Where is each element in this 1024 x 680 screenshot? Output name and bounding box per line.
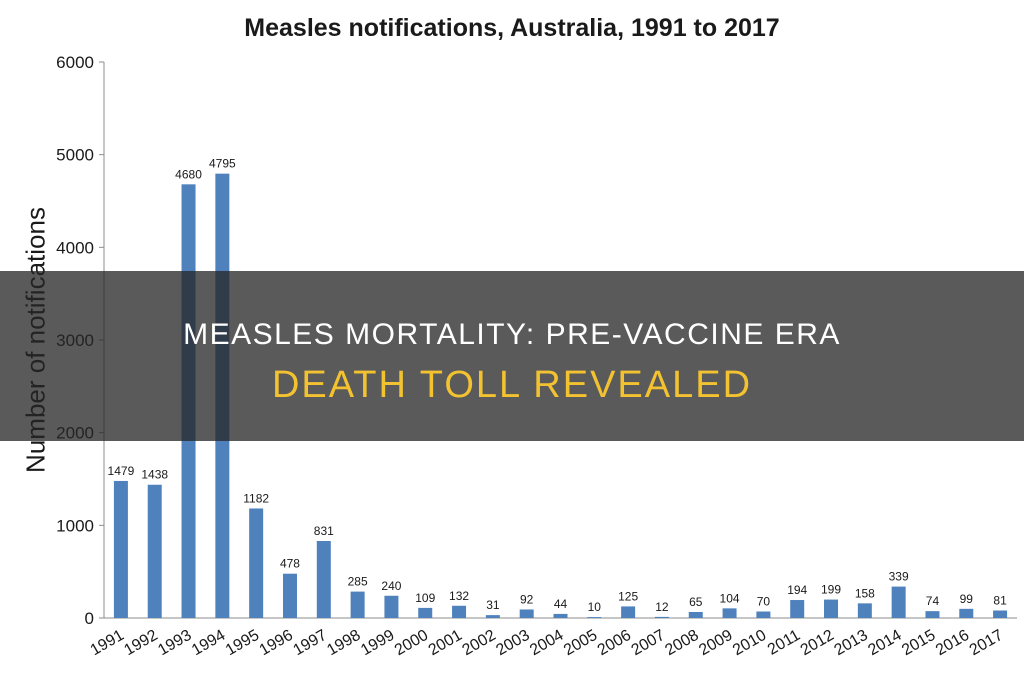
- x-tick-label: 1999: [358, 627, 397, 660]
- data-label: 1182: [243, 491, 269, 505]
- x-tick-label: 1998: [324, 627, 363, 660]
- x-tick-label: 2005: [561, 627, 600, 660]
- bar: [553, 613, 568, 618]
- x-tick-label: 2004: [527, 627, 566, 660]
- x-tick-label: 2003: [493, 627, 532, 660]
- bar: [519, 609, 534, 618]
- data-label: 12: [655, 600, 669, 614]
- data-label: 92: [520, 592, 534, 606]
- bar: [959, 608, 974, 618]
- x-tick-label: 2011: [765, 627, 803, 659]
- data-label: 81: [993, 593, 1007, 607]
- x-tick-label: 1995: [223, 627, 262, 660]
- data-label: 99: [960, 592, 974, 606]
- data-label: 199: [821, 583, 841, 597]
- bar: [925, 611, 940, 618]
- bar: [418, 607, 433, 618]
- bar: [485, 615, 500, 618]
- data-label: 10: [588, 600, 602, 614]
- data-label: 4795: [209, 157, 236, 171]
- data-label: 4680: [175, 167, 202, 181]
- y-tick-label: 6000: [56, 53, 94, 72]
- data-label: 132: [449, 589, 469, 603]
- chart-title: Measles notifications, Australia, 1991 t…: [244, 14, 780, 42]
- bar: [249, 508, 264, 618]
- bar: [621, 606, 636, 618]
- data-label: 240: [381, 579, 401, 593]
- data-label: 104: [720, 591, 740, 605]
- x-tick-label: 2013: [832, 627, 871, 660]
- data-label: 194: [787, 583, 807, 597]
- x-tick-label: 2009: [696, 627, 735, 660]
- data-label: 1479: [108, 464, 135, 478]
- y-tick-label: 5000: [56, 146, 94, 165]
- data-label: 339: [889, 570, 909, 584]
- bar: [113, 480, 128, 618]
- y-tick-label: 0: [85, 609, 94, 628]
- bar: [654, 616, 669, 618]
- bar: [587, 617, 602, 618]
- bar: [857, 603, 872, 618]
- x-tick-label: 2008: [662, 627, 701, 660]
- x-tick-label: 2006: [595, 627, 634, 660]
- headline-line-1: MEASLES MORTALITY: PRE-VACCINE ERA: [183, 318, 841, 351]
- x-tick-label: 1991: [88, 627, 127, 660]
- data-label: 478: [280, 557, 300, 571]
- data-label: 125: [618, 589, 638, 603]
- bar: [790, 600, 805, 618]
- bar: [688, 611, 703, 618]
- data-label: 31: [486, 598, 500, 612]
- bar: [993, 610, 1008, 618]
- bar: [282, 573, 297, 618]
- x-tick-label: 2016: [933, 627, 972, 660]
- bar: [452, 605, 467, 618]
- data-label: 44: [554, 597, 568, 611]
- headline-overlay: [0, 271, 1024, 441]
- data-label: 285: [348, 575, 368, 589]
- bar: [756, 611, 771, 618]
- bar: [316, 540, 331, 618]
- x-tick-label: 1993: [155, 627, 194, 660]
- x-tick-label: 2014: [865, 627, 904, 660]
- bar: [891, 586, 906, 618]
- x-tick-label: 1997: [290, 627, 329, 660]
- x-tick-label: 2000: [392, 627, 431, 660]
- x-tick-label: 2001: [426, 627, 465, 660]
- data-label: 65: [689, 595, 703, 609]
- y-tick-label: 4000: [56, 238, 94, 257]
- x-tick-label: 2012: [798, 627, 837, 660]
- data-label: 831: [314, 524, 334, 538]
- bar: [147, 484, 162, 618]
- data-label: 74: [926, 594, 940, 608]
- x-tick-label: 2010: [730, 627, 769, 660]
- x-tick-label: 2017: [967, 627, 1006, 660]
- bar: [384, 595, 399, 618]
- headline-line-2: DEATH TOLL REVEALED: [271, 364, 753, 406]
- bar: [350, 591, 365, 618]
- x-tick-label: 2002: [460, 627, 499, 660]
- x-tick-label: 2015: [899, 627, 938, 660]
- x-tick-label: 1996: [257, 627, 296, 660]
- data-label: 109: [415, 591, 435, 605]
- data-label: 1438: [141, 468, 168, 482]
- x-tick-label: 1994: [189, 627, 228, 660]
- bar: [722, 608, 737, 618]
- bar: [824, 599, 839, 618]
- data-label: 70: [757, 595, 771, 609]
- x-tick-label: 1992: [121, 627, 160, 660]
- y-tick-label: 1000: [56, 516, 94, 535]
- x-tick-label: 2007: [629, 627, 668, 660]
- data-label: 158: [855, 586, 875, 600]
